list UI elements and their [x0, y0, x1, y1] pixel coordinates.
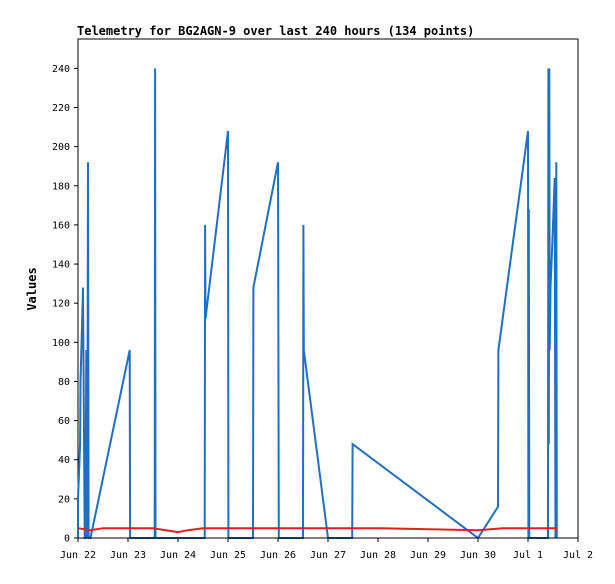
x-tick-label: Jun 29 [410, 550, 446, 561]
x-tick-label: Jun 25 [210, 550, 246, 561]
y-tick-label: 60 [58, 416, 70, 427]
y-tick-label: 220 [52, 103, 70, 114]
x-tick-label: Jun 28 [360, 550, 396, 561]
y-tick-label: 200 [52, 142, 70, 153]
y-tick-label: 100 [52, 338, 70, 349]
x-tick-label: Jul 1 [513, 550, 543, 561]
plot-area: 0 20 40 60 80 100 120 140 160 180 200 220 240 Jun 22 J… [52, 38, 593, 561]
x-tick-label: Jul 2 [563, 550, 593, 561]
y-tick-label: 80 [58, 377, 70, 388]
y-tick-label: 240 [52, 64, 70, 75]
x-tick-label: Jun 23 [110, 550, 146, 561]
y-tick-label: 20 [58, 494, 70, 505]
y-tick-label: 40 [58, 455, 70, 466]
y-axis-label: Values [25, 267, 39, 310]
y-tick-label: 0 [64, 534, 70, 545]
y-tick-label: 120 [52, 299, 70, 310]
y-tick-label: 180 [52, 181, 70, 192]
x-tick-label: Jun 30 [460, 550, 496, 561]
x-tick-label: Jun 24 [160, 550, 196, 561]
series-line-1 [77, 527, 558, 534]
x-tick-label: Jun 26 [260, 550, 296, 561]
x-tick-label: Jun 22 [60, 550, 96, 561]
y-tick-label: 140 [52, 260, 70, 271]
series-line-0 [77, 68, 558, 540]
x-tick-label: Jun 27 [310, 550, 346, 561]
y-tick-label: 160 [52, 220, 70, 231]
chart-title: Telemetry for BG2AGN-9 over last 240 hou… [77, 24, 474, 38]
